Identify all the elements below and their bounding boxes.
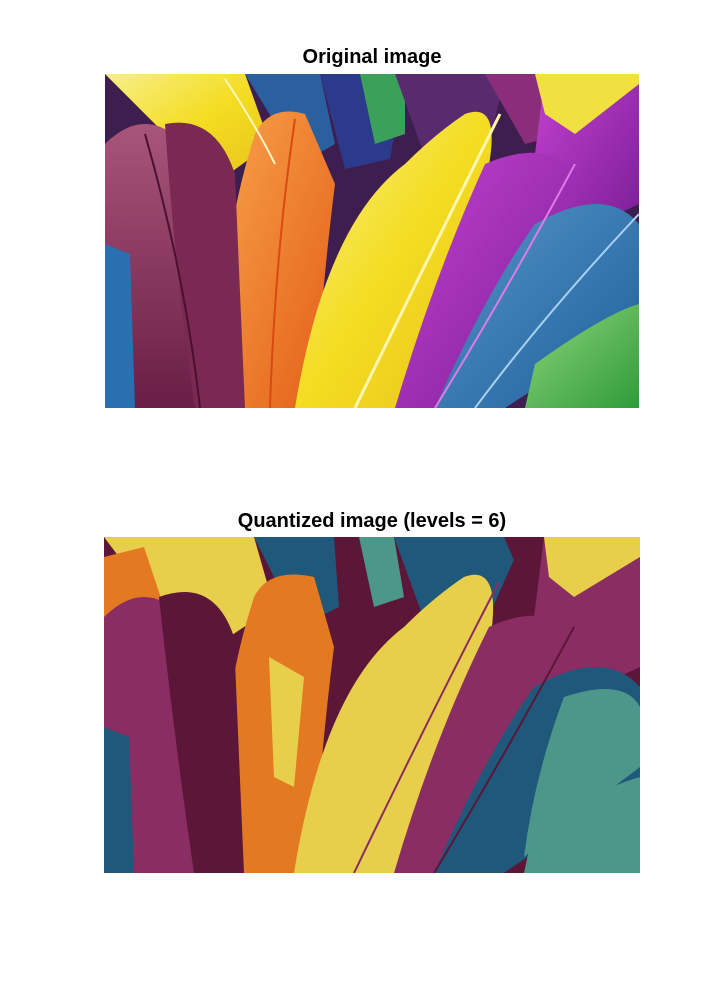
original-image-title: Original image — [302, 46, 442, 68]
original-image — [105, 74, 639, 408]
quantized-image — [104, 537, 640, 873]
quantized-image-title: Quantized image (levels = 6) — [237, 510, 507, 532]
